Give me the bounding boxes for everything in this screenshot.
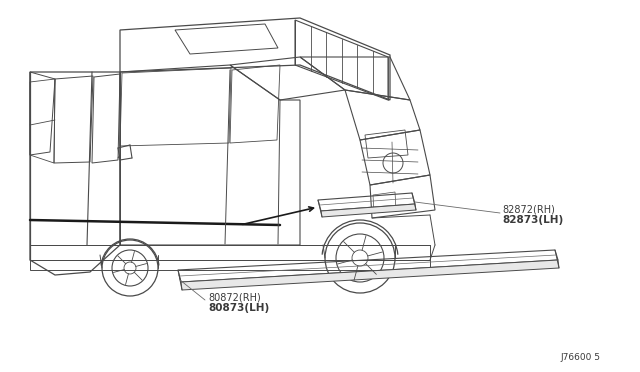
- Text: 80873(LH): 80873(LH): [208, 303, 269, 313]
- Polygon shape: [321, 204, 416, 217]
- Text: 82873(LH): 82873(LH): [502, 215, 563, 225]
- Text: 80872(RH): 80872(RH): [208, 292, 260, 302]
- Polygon shape: [181, 260, 559, 290]
- Text: J76600 5: J76600 5: [560, 353, 600, 362]
- Text: 82872(RH): 82872(RH): [502, 205, 555, 215]
